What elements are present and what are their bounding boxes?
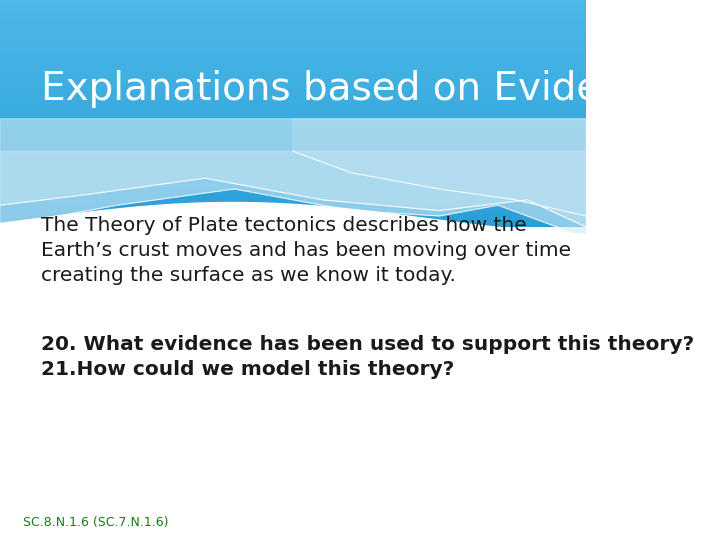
Polygon shape xyxy=(293,119,586,216)
Bar xyxy=(0,19,586,23)
Text: The Theory of Plate tectonics describes how the
Earth’s crust moves and has been: The Theory of Plate tectonics describes … xyxy=(41,216,571,285)
Bar xyxy=(0,49,586,53)
Bar xyxy=(0,151,586,155)
Bar xyxy=(0,94,586,98)
Bar xyxy=(0,117,586,121)
Polygon shape xyxy=(0,151,586,238)
Bar xyxy=(0,212,586,215)
Bar xyxy=(0,38,586,42)
Bar xyxy=(0,23,586,26)
Bar xyxy=(0,87,586,91)
Bar xyxy=(0,42,586,45)
Bar xyxy=(0,113,586,117)
Bar xyxy=(0,223,586,227)
Bar xyxy=(0,45,586,49)
Bar xyxy=(0,155,586,159)
Bar xyxy=(0,208,586,212)
Bar xyxy=(0,200,586,204)
Bar xyxy=(0,57,586,60)
Bar xyxy=(0,189,586,193)
Bar xyxy=(0,197,586,200)
Bar xyxy=(0,76,586,79)
Bar xyxy=(0,140,586,144)
Bar xyxy=(0,68,586,72)
Text: SC.8.N.1.6 (SC.7.N.1.6): SC.8.N.1.6 (SC.7.N.1.6) xyxy=(24,516,169,529)
Bar xyxy=(0,125,586,129)
Bar xyxy=(0,204,586,208)
Polygon shape xyxy=(0,119,586,227)
Bar xyxy=(0,98,586,102)
Bar xyxy=(0,0,586,4)
FancyBboxPatch shape xyxy=(0,0,586,227)
Bar xyxy=(0,215,586,219)
Bar xyxy=(0,147,586,151)
Bar xyxy=(0,102,586,106)
Bar xyxy=(0,181,586,185)
Bar xyxy=(0,178,586,181)
Bar xyxy=(0,53,586,57)
Bar xyxy=(0,8,586,11)
Bar xyxy=(0,166,586,170)
Bar xyxy=(0,174,586,178)
Text: Explanations based on Evidence: Explanations based on Evidence xyxy=(41,70,670,108)
Bar xyxy=(0,170,586,174)
Bar xyxy=(0,136,586,140)
Bar xyxy=(0,219,586,223)
Bar xyxy=(0,110,586,113)
Polygon shape xyxy=(0,202,586,540)
Text: 20. What evidence has been used to support this theory?
21.How could we model th: 20. What evidence has been used to suppo… xyxy=(41,335,694,379)
Bar xyxy=(0,72,586,76)
Bar xyxy=(0,83,586,87)
Bar xyxy=(0,121,586,125)
Bar xyxy=(0,106,586,110)
Bar xyxy=(0,34,586,38)
Bar xyxy=(0,185,586,189)
Bar xyxy=(0,60,586,64)
Bar xyxy=(0,193,586,197)
Bar xyxy=(0,64,586,68)
Bar xyxy=(0,15,586,19)
Bar xyxy=(0,129,586,132)
Bar xyxy=(0,4,586,8)
Bar xyxy=(0,26,586,30)
Bar xyxy=(0,11,586,15)
Bar xyxy=(0,144,586,147)
Bar xyxy=(0,30,586,34)
Bar xyxy=(0,159,586,163)
Bar xyxy=(0,91,586,94)
Bar xyxy=(0,163,586,166)
Bar xyxy=(0,79,586,83)
Bar xyxy=(0,132,586,136)
